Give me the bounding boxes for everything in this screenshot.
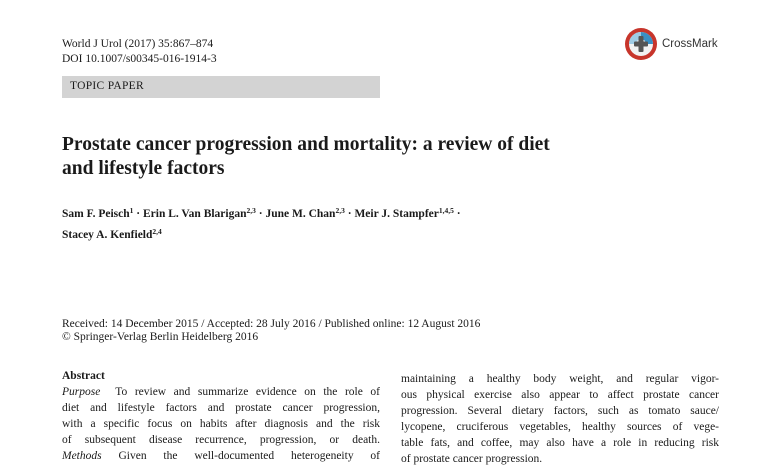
topic-label: TOPIC PAPER — [70, 80, 144, 92]
author-affiliation: 1 — [129, 206, 134, 215]
authors-line-1: Sam F. Peisch1 · Erin L. Van Blarigan2,3… — [62, 202, 622, 223]
doi[interactable]: DOI 10.1007/s00345-016-1914-3 — [62, 53, 217, 65]
topic-bar: TOPIC PAPER — [62, 76, 380, 98]
abstract-line: lycopene, cruciferous vegetables, health… — [401, 421, 719, 433]
author-name[interactable]: Erin L. Van Blarigan — [142, 208, 247, 220]
abstract-line: of prostate cancer progression. — [401, 453, 543, 465]
abstract-line: progression. Several dietary factors, su… — [401, 405, 719, 417]
abstract-line: ous physical exercise also appear to aff… — [401, 389, 719, 401]
authors-line-2: Stacey A. Kenfield2,4 — [62, 223, 622, 244]
abstract-text: Given the well-documented heterogeneity … — [118, 450, 381, 462]
crossmark-icon — [625, 28, 657, 60]
author-name[interactable]: Stacey A. Kenfield — [62, 229, 153, 241]
title-line-2: and lifestyle factors — [62, 158, 225, 179]
journal-info: World J Urol (2017) 35:867–874 DOI 10.10… — [62, 37, 217, 67]
author-separator: · — [255, 208, 266, 220]
dates-line: Received: 14 December 2015 / Accepted: 2… — [62, 318, 481, 330]
author-affiliation: 2,3 — [335, 206, 345, 215]
crossmark-label: CrossMark — [662, 38, 718, 50]
methods-label: Methods — [62, 450, 102, 462]
abstract-line: Methods Given the well-documented hetero… — [62, 448, 380, 464]
author-list: Sam F. Peisch1 · Erin L. Van Blarigan2,3… — [62, 202, 622, 244]
copyright-line: © Springer-Verlag Berlin Heidelberg 2016 — [62, 331, 259, 343]
journal-citation: World J Urol (2017) 35:867–874 — [62, 38, 214, 50]
author-name[interactable]: Meir J. Stampfer — [354, 208, 439, 220]
abstract-line: diet and lifestyle factors and prostate … — [62, 402, 380, 414]
author-name[interactable]: Sam F. Peisch — [62, 208, 130, 220]
abstract-line: Purpose To review and summarize evidence… — [62, 384, 380, 400]
abstract-line: table fats, and coffee, may also have a … — [401, 437, 719, 449]
abstract-line: of subsequent disease recurrence, progre… — [62, 434, 380, 446]
article-title: Prostate cancer progression and mortalit… — [62, 133, 642, 181]
abstract-text: To review and summarize evidence on the … — [115, 386, 381, 398]
purpose-label: Purpose — [62, 386, 101, 398]
author-name[interactable]: June M. Chan — [265, 208, 336, 220]
abstract-right-column: maintaining a healthy body weight, and r… — [401, 371, 719, 467]
author-affiliation: 2,4 — [152, 227, 162, 236]
author-affiliation: 2,3 — [246, 206, 256, 215]
abstract-left-column: Purpose To review and summarize evidence… — [62, 384, 380, 464]
abstract-heading: Abstract — [62, 370, 105, 382]
author-separator: · — [133, 208, 143, 220]
publication-dates: Received: 14 December 2015 / Accepted: 2… — [62, 318, 480, 344]
author-separator: · — [344, 208, 355, 220]
abstract-line: with a specific focus on habits after di… — [62, 418, 380, 430]
title-line-1: Prostate cancer progression and mortalit… — [62, 134, 550, 155]
crossmark-badge[interactable]: CrossMark — [624, 27, 718, 61]
author-separator: · — [453, 208, 461, 220]
author-affiliation: 1,4,5 — [438, 206, 454, 215]
abstract-line: maintaining a healthy body weight, and r… — [401, 373, 719, 385]
